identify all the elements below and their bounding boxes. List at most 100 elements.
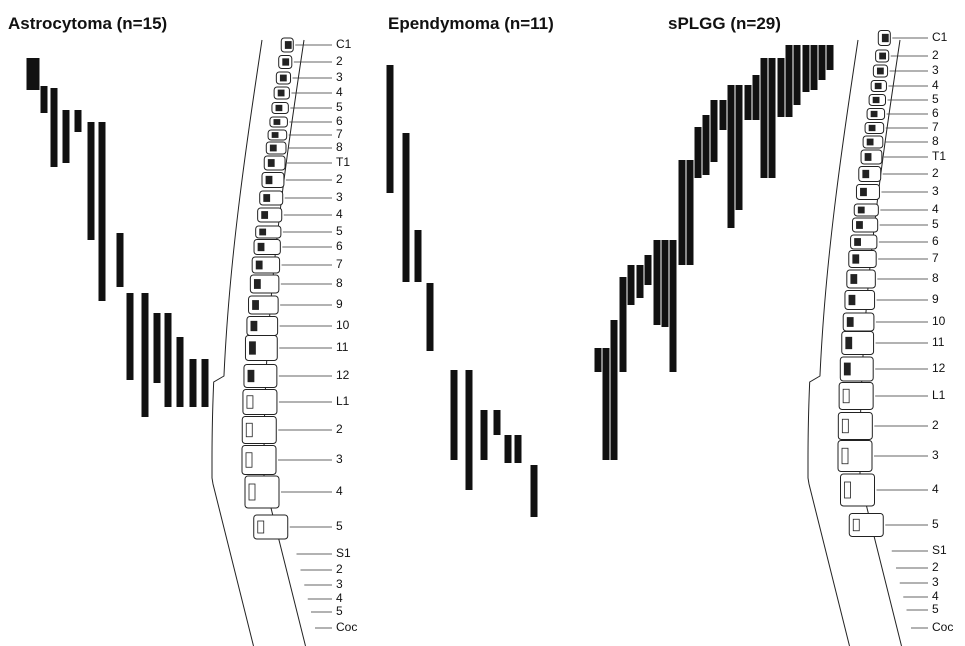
vertebra-body [867,139,873,145]
extent-bar [387,65,394,193]
vertebra-body [276,105,282,111]
vertebra-body [251,321,257,331]
vertebra-body [843,389,849,403]
spine-drawings: C12345678T123456789101112L12345S12345Coc… [212,30,953,646]
vertebra-body [844,363,850,375]
level-label: 5 [932,217,939,231]
vertebra-body [253,301,259,310]
level-label: 7 [336,257,343,271]
level-label: 4 [336,484,343,498]
extent-bar [778,58,785,117]
vertebra-body [873,97,879,103]
vertebra [260,191,283,205]
level-label: 7 [932,120,939,134]
level-label: 2 [932,560,939,574]
level-label: 8 [336,140,343,154]
level-label: 10 [932,314,946,328]
extent-bar [803,45,810,92]
vertebra-body [853,255,859,264]
extent-bar [753,75,760,120]
level-label: S1 [932,543,947,557]
vertebra-body [247,396,253,409]
level-label: 5 [336,100,343,114]
level-label: 4 [932,482,939,496]
extent-bar [88,122,95,240]
level-label: 10 [336,318,350,332]
vertebra-body [258,243,264,251]
vertebra-body [855,239,861,246]
level-label: 5 [932,92,939,106]
level-label: C1 [336,37,352,51]
extent-bar [811,45,818,90]
vertebra-body [254,280,260,289]
vertebra-body [246,423,252,437]
level-label: 3 [932,575,939,589]
vertebra-body [258,521,264,533]
level-label: 3 [336,70,343,84]
level-label: 2 [336,562,343,576]
extent-bar [687,160,694,265]
extent-bar [662,240,669,327]
extent-bar [515,435,522,463]
extent-bar [165,313,172,407]
level-label: 4 [336,85,343,99]
vertebra-body [882,34,888,42]
vertebra-body [851,275,857,284]
extent-bar [466,370,473,490]
level-label: 5 [932,602,939,616]
vertebra-body [260,229,266,235]
vertebra [859,167,881,182]
level-label: 3 [932,63,939,77]
vertebra-body [256,261,262,269]
vertebra-body [842,419,848,433]
extent-bar [51,88,58,167]
vertebra-body [249,484,255,500]
extent-bar [403,133,410,282]
level-label: 3 [336,577,343,591]
level-label: L1 [932,388,946,402]
extent-bar [794,45,801,105]
level-label: 4 [932,78,939,92]
level-label: 12 [336,368,350,382]
extent-bar [531,465,538,517]
vertebra-body [278,90,284,96]
extent-bar [415,230,422,282]
extent-bar [75,110,82,132]
extent-bar [827,45,834,70]
extent-bar [645,255,652,285]
vertebra-body [283,59,289,66]
level-label: 5 [932,517,939,531]
extent-bar [142,293,149,417]
level-label: 5 [336,604,343,618]
extent-bar [505,435,512,463]
vertebra-body [860,188,866,196]
extent-bar [63,110,70,163]
extent-bar [720,100,727,130]
extent-bar [695,127,702,178]
extent-bar [736,85,743,210]
extent-bar [728,85,735,228]
level-label: Coc [932,620,953,634]
extent-bar [769,58,776,178]
level-label: 11 [932,335,945,349]
extent-bar [670,240,677,372]
extent-bar [99,122,106,301]
extent-bar [427,283,434,351]
vertebra-body [877,68,883,74]
level-label: 9 [336,297,343,311]
extent-bar [41,86,48,113]
vertebra-body [270,145,276,151]
extent-bar [177,337,184,407]
extent-bar [481,410,488,460]
level-label: 2 [336,422,343,436]
vertebra [856,185,879,200]
vertebra-body [264,195,270,202]
level-label: 3 [932,448,939,462]
vertebra-body [880,53,886,59]
level-label: 8 [932,271,939,285]
level-label: 8 [336,276,343,290]
level-label: 2 [336,54,343,68]
level-label: 11 [336,340,349,354]
extent-bar [595,348,602,372]
vertebra-body [285,42,291,49]
